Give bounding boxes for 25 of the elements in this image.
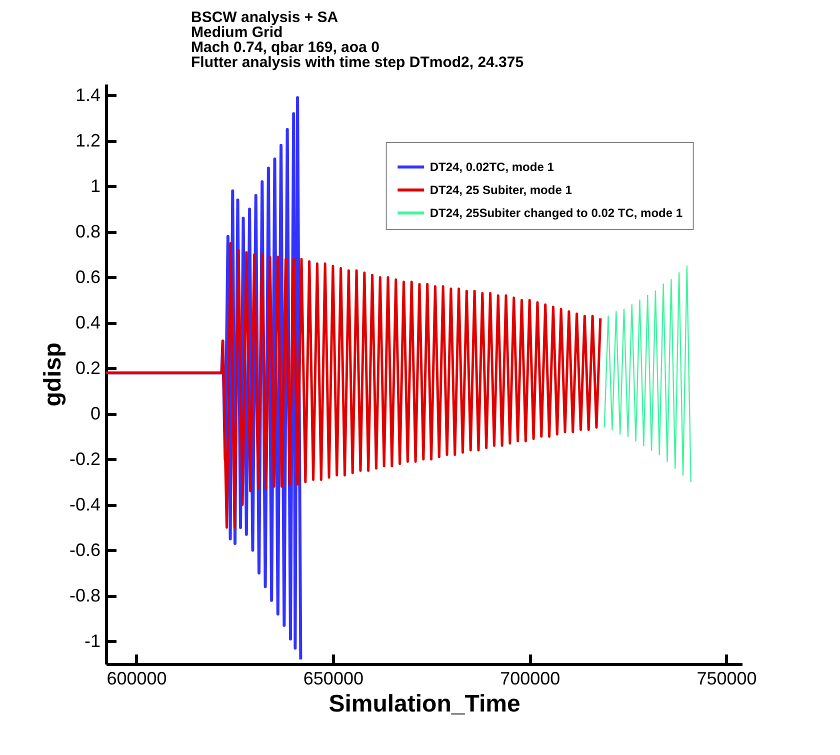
y-tick-label: -1	[84, 630, 100, 651]
x-axis-title: Simulation_Time	[328, 690, 520, 718]
y-tick-label: 1.2	[75, 130, 100, 150]
line-series	[604, 265, 692, 483]
y-tick-label: 0.4	[75, 312, 100, 332]
line-series	[106, 242, 602, 529]
y-tick-label: -0.6	[69, 540, 100, 560]
legend-label: DT24, 0.02TC, mode 1	[430, 160, 554, 174]
y-tick-label: 0.6	[75, 266, 100, 287]
y-tick-label: 1	[90, 176, 100, 196]
legend-label: DT24, 25Subiter changed to 0.02 TC, mode 1	[430, 206, 683, 220]
y-tick-label: -0.2	[69, 448, 100, 469]
chart-title: BSCW analysis + SA Medium Grid Mach 0.74, qbar 169, aoa 0 Flutter analysis with time step DTmod2, 24.375	[190, 9, 524, 71]
y-tick-label: 0.8	[75, 221, 100, 242]
y-tick-label: -0.4	[69, 494, 100, 514]
y-tick-label: 0	[90, 403, 100, 424]
x-tick-label: 750000	[696, 668, 757, 688]
legend-label: DT24, 25 Subiter, mode 1	[430, 183, 572, 197]
y-tick-label: -0.8	[69, 585, 100, 606]
x-tick-label: 650000	[303, 668, 364, 688]
y-axis-title: gdisp	[39, 342, 66, 406]
y-tick-label: 1.4	[75, 84, 100, 105]
x-tick-label: 600000	[106, 668, 167, 688]
x-tick-label: 700000	[500, 668, 560, 688]
y-tick-label: 0.2	[75, 358, 100, 378]
